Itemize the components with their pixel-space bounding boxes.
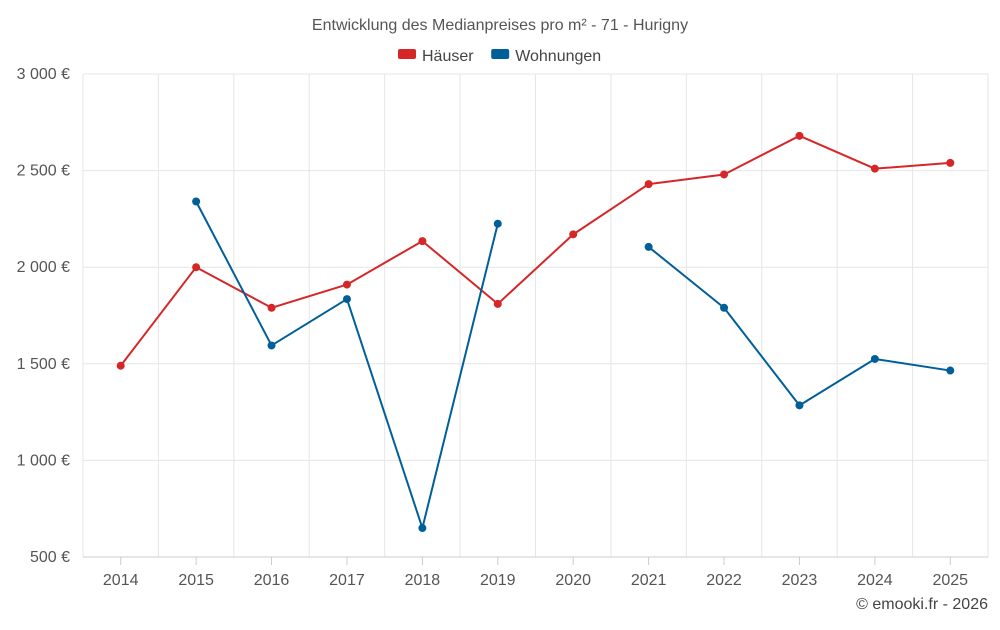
x-tick-label: 2019	[480, 572, 516, 589]
data-point	[946, 158, 955, 167]
data-point	[870, 164, 879, 173]
data-point	[493, 219, 502, 228]
legend-item-wohnungen: Wohnungen	[491, 48, 601, 65]
legend-label: Häuser	[422, 48, 474, 65]
copyright-credit: © emooki.fr - 2026	[856, 596, 988, 613]
axes: 500 € 1 000 € 1 500 € 2 000 € 2 500 € 3 000 €…	[17, 66, 988, 589]
data-point	[342, 280, 351, 289]
data-point	[870, 354, 879, 363]
data-point	[569, 230, 578, 239]
data-point	[644, 242, 653, 251]
x-tick-label: 2017	[329, 572, 365, 589]
grid	[82, 73, 989, 558]
legend-label: Wohnungen	[515, 48, 601, 65]
x-tick-label: 2023	[782, 572, 818, 589]
x-tick-label: 2014	[103, 572, 139, 589]
data-point	[342, 295, 351, 304]
x-tick-label: 2018	[405, 572, 441, 589]
data-point	[795, 401, 804, 410]
data-point	[192, 263, 201, 272]
series-haeuser	[116, 131, 955, 370]
series-wohnungen	[192, 197, 955, 533]
data-point	[493, 299, 502, 308]
chart-title: Entwicklung des Medianpreises pro m² - 7…	[312, 17, 688, 34]
series-line	[647, 245, 952, 407]
y-tick-label: 1 500 €	[17, 356, 70, 373]
x-tick-label: 2015	[178, 572, 214, 589]
y-tick-label: 3 000 €	[17, 66, 70, 83]
series-line	[119, 134, 952, 367]
data-point	[946, 366, 955, 375]
x-tick-label: 2016	[254, 572, 290, 589]
data-point	[192, 197, 201, 206]
data-point	[418, 237, 427, 246]
data-point	[720, 170, 729, 179]
data-point	[720, 303, 729, 312]
x-tick-label: 2022	[706, 572, 742, 589]
data-point	[267, 341, 276, 350]
legend-swatch	[491, 49, 510, 59]
y-tick-label: 2 500 €	[17, 163, 70, 180]
legend-swatch	[398, 49, 416, 59]
data-point	[267, 303, 276, 312]
series-layer	[116, 131, 955, 533]
y-tick-label: 1 000 €	[17, 452, 70, 469]
x-tick-label: 2024	[857, 572, 893, 589]
data-point	[644, 180, 653, 189]
y-tick-label: 2 000 €	[17, 259, 70, 276]
series-line	[195, 200, 499, 530]
legend: Häuser Wohnungen	[398, 48, 601, 65]
y-tick-label: 500 €	[30, 549, 70, 566]
data-point	[418, 524, 427, 533]
legend-item-haeuser: Häuser	[398, 48, 474, 65]
data-point	[795, 131, 804, 140]
x-tick-label: 2021	[631, 572, 667, 589]
data-point	[116, 361, 125, 370]
x-tick-label: 2020	[555, 572, 591, 589]
x-tick-label: 2025	[932, 572, 968, 589]
